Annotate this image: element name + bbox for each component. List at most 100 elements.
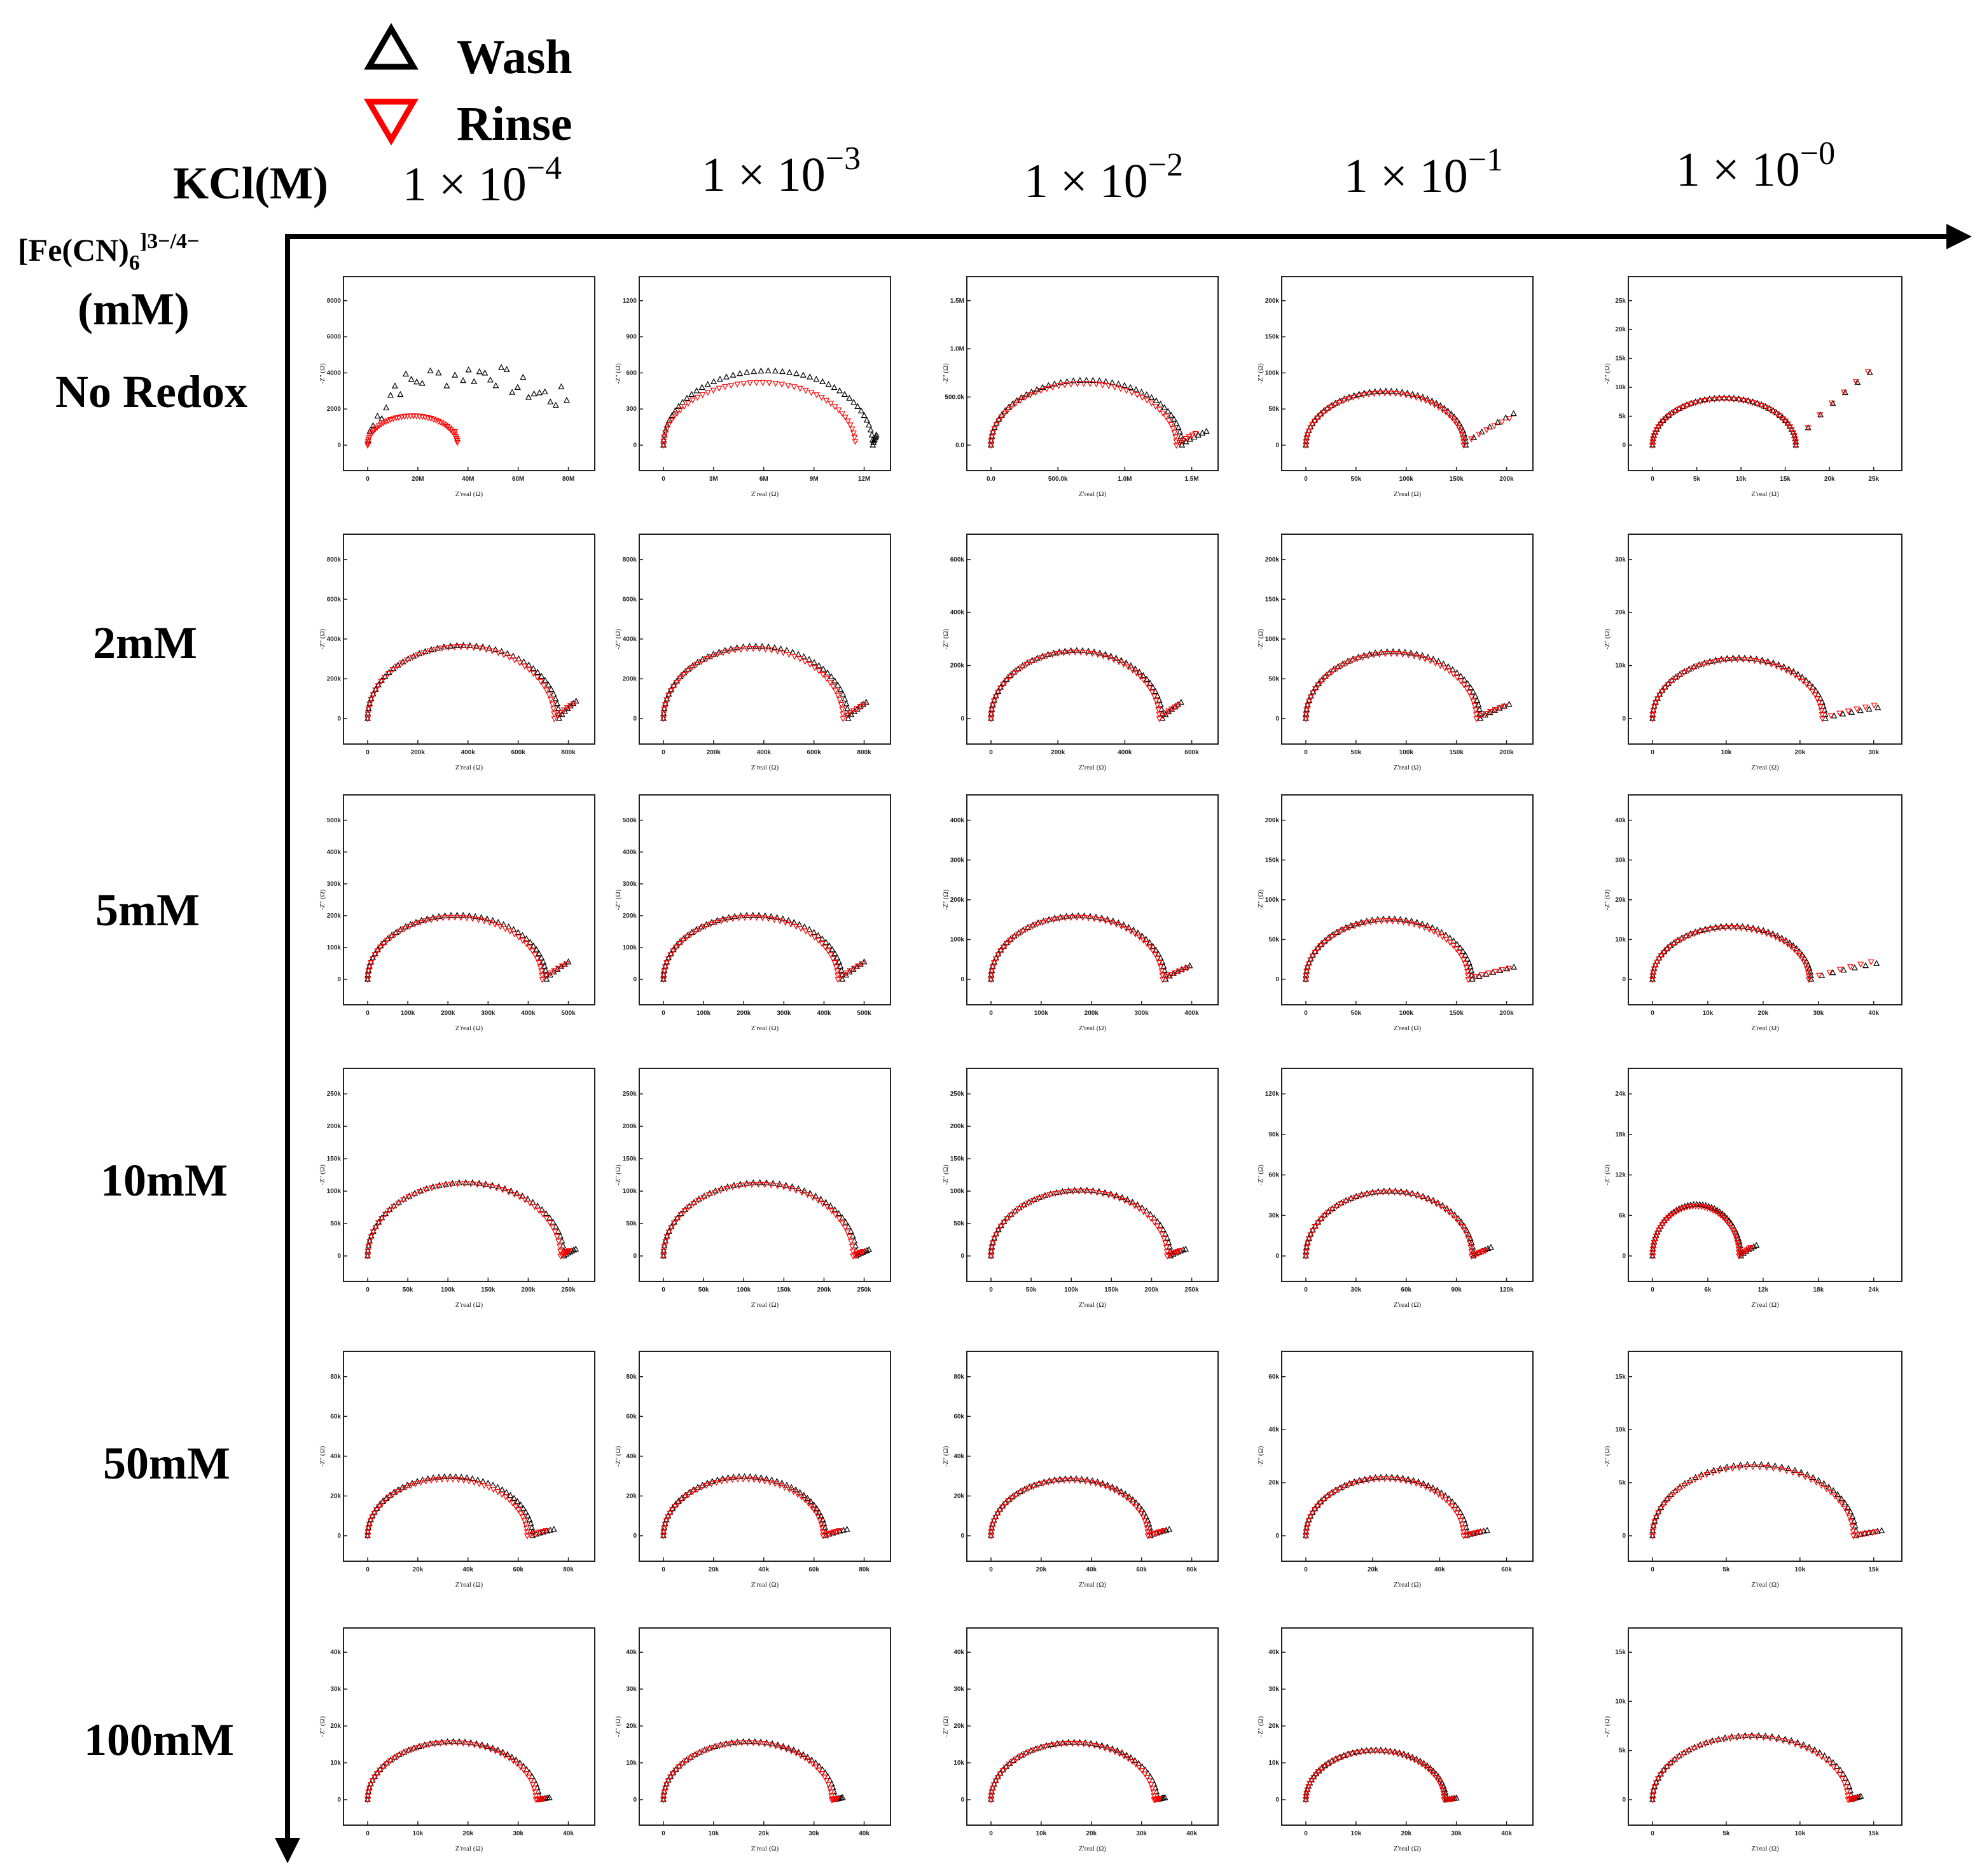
rinse-point [1491,423,1498,430]
rinse-point [1712,1209,1719,1215]
wash-point [813,1505,820,1511]
rinse-point [1140,1514,1147,1521]
rinse-point [1044,918,1051,925]
wash-point [1656,691,1663,697]
rinse-point [813,1510,820,1517]
rinse-point [992,1514,999,1521]
wash-point [988,437,995,443]
rinse-point [1129,667,1136,674]
rinse-point [1165,418,1172,425]
rinse-point [1380,1189,1387,1196]
rinse-point [1005,1498,1012,1505]
rinse-point [1304,432,1311,439]
rinse-point [470,645,477,651]
wash-point [1065,1739,1072,1745]
rinse-point [1037,388,1044,394]
rinse-point [847,968,854,974]
rinse-point [1111,1487,1118,1494]
rinse-point [443,1740,450,1746]
rinse-point [1062,915,1069,921]
rinse-point [1684,1204,1691,1211]
rinse-point [1758,929,1765,935]
y-tick-label: 0 [633,442,637,449]
rinse-point [369,1514,376,1521]
rinse-point [660,1248,667,1255]
rinse-point [992,1778,999,1785]
rinse-point [1826,969,1833,976]
rinse-point [1352,1194,1359,1201]
rinse-point [1492,707,1499,714]
x-tick-label: 1.5M [1184,476,1198,483]
wash-point [670,946,677,953]
rinse-point [667,1510,674,1517]
rinse-point [1852,379,1859,385]
rinse-point [365,1243,372,1250]
wash-point [989,1239,996,1245]
rinse-point [780,650,787,656]
rinse-point [1403,1478,1410,1485]
y-tick-label: 100k [623,944,637,951]
y-tick-label: 0 [1275,976,1279,983]
rinse-point [1079,914,1086,921]
rinse-point [819,1526,826,1532]
wash-point [660,971,667,977]
wash-point [836,1528,843,1534]
wash-point [1754,399,1761,406]
rinse-point [454,440,461,446]
rinse-point [1665,682,1672,688]
wash-point [1474,696,1481,703]
rinse-point [1477,1529,1484,1536]
wash-point [988,1252,994,1259]
y-tick-label: 40k [1615,817,1626,824]
rinse-point [1679,404,1686,411]
wash-point [839,976,846,982]
rinse-point [1749,1464,1756,1470]
wash-point [482,1180,489,1187]
rinse-point [451,644,458,651]
wash-point [800,371,807,378]
wash-point [1851,964,1858,970]
wash-point [1303,1532,1309,1538]
rinse-point [1661,685,1668,692]
rinse-point [697,926,704,932]
rinse-point [1041,1194,1048,1200]
x-tick-label: 40k [1434,1566,1445,1573]
y-axis-label: -Z'' (Ω) [614,1164,622,1185]
rinse-point [371,952,378,958]
x-tick-label: 20k [1824,476,1835,483]
x-tick-label: 90k [1451,1286,1462,1293]
rinse-point [1714,1738,1721,1744]
wash-point [1770,930,1777,937]
rinse-point [1413,1193,1420,1199]
wash-point [480,643,487,650]
rinse-point [377,944,384,951]
rinse-point [1427,658,1434,665]
rinse-point [1747,1245,1754,1252]
rinse-point [1099,1190,1106,1197]
wash-point [1170,415,1177,422]
wash-point [1132,1756,1139,1763]
x-axis-label: Z'real (Ω) [455,1845,483,1852]
wash-point [1649,1796,1656,1802]
rinse-point [1363,1192,1370,1198]
wash-point [827,1202,834,1209]
rinse-point [563,1250,570,1256]
wash-point [779,368,786,375]
wash-point [1723,1463,1730,1470]
x-tick-label: 20k [1368,1566,1378,1573]
rinse-point [446,425,453,432]
wash-point [1494,418,1501,425]
rinse-point [828,1530,835,1537]
y-tick-label: 0 [337,442,341,449]
rinse-point [1362,1749,1369,1755]
rinse-point [759,915,766,921]
x-tick-label: 150k [481,1286,495,1293]
wash-point [1000,942,1007,949]
rinse-point [378,1216,385,1222]
rinse-point [1331,1757,1338,1764]
wash-point [1093,1741,1100,1747]
